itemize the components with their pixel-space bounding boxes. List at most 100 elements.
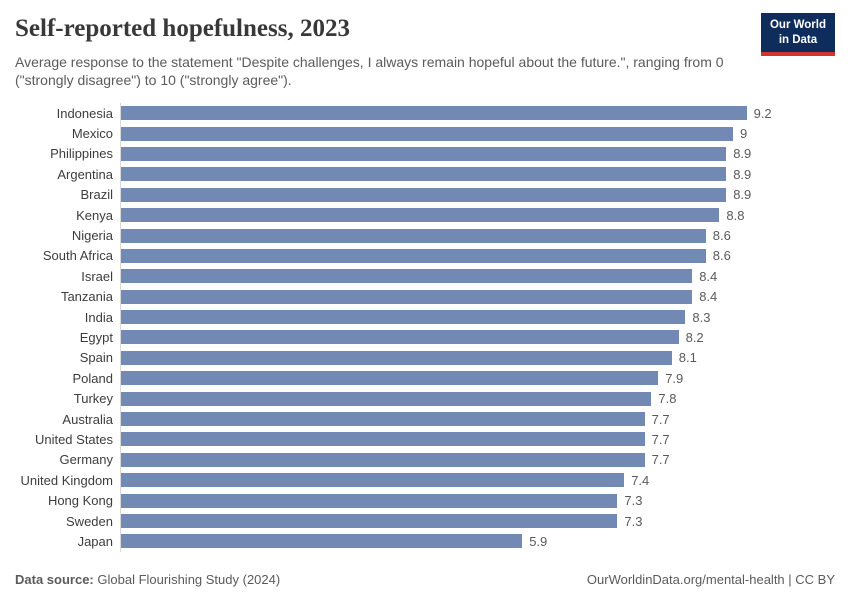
value-label: 8.4 bbox=[699, 268, 718, 284]
chart-bar-row: Turkey 7.8 bbox=[15, 388, 835, 408]
chart-bar-row: Mexico 9 bbox=[15, 123, 835, 143]
bar-track: 8.8 bbox=[120, 205, 835, 225]
bar[interactable] bbox=[121, 289, 693, 304]
bar[interactable] bbox=[121, 187, 727, 202]
country-label[interactable]: Tanzania bbox=[60, 289, 113, 305]
bar-track: 7.3 bbox=[120, 511, 835, 531]
owid-logo[interactable]: Our World in Data bbox=[760, 13, 835, 56]
bar[interactable] bbox=[121, 432, 645, 447]
data-source-note: Data source: Global Flourishing Study (2… bbox=[15, 572, 280, 587]
bar-track: 9.2 bbox=[120, 103, 835, 123]
value-label: 8.6 bbox=[712, 248, 731, 264]
value-label: 8.3 bbox=[692, 309, 711, 325]
chart-rows: Indonesia 9.2 Mexico 9 Philippines 8.9 Argenti… bbox=[15, 103, 835, 552]
country-label[interactable]: Israel bbox=[81, 268, 113, 284]
country-label[interactable]: India bbox=[84, 309, 113, 325]
country-label[interactable]: South Africa bbox=[42, 248, 113, 264]
value-label: 8.6 bbox=[712, 228, 731, 244]
bar[interactable] bbox=[121, 208, 720, 223]
value-label: 8.9 bbox=[733, 166, 752, 182]
country-label[interactable]: Egypt bbox=[79, 329, 113, 345]
bar-track: 5.9 bbox=[120, 531, 835, 551]
bar[interactable] bbox=[121, 126, 733, 141]
chart-bar-row: Spain 8.1 bbox=[15, 348, 835, 368]
country-label[interactable]: Australia bbox=[62, 411, 113, 427]
bar-track: 8.4 bbox=[120, 287, 835, 307]
bar[interactable] bbox=[121, 493, 618, 508]
bar-track: 8.2 bbox=[120, 327, 835, 347]
bar[interactable] bbox=[121, 146, 727, 161]
country-label[interactable]: Kenya bbox=[76, 207, 113, 223]
value-label: 8.8 bbox=[726, 207, 745, 223]
country-label[interactable]: Philippines bbox=[50, 146, 113, 162]
country-label[interactable]: United Kingdom bbox=[20, 472, 114, 488]
bar-track: 7.7 bbox=[120, 450, 835, 470]
chart-bar-row: Sweden 7.3 bbox=[15, 511, 835, 531]
bar[interactable] bbox=[121, 228, 706, 243]
value-label: 7.7 bbox=[651, 411, 670, 427]
bar-track: 8.9 bbox=[120, 144, 835, 164]
country-label[interactable]: Sweden bbox=[66, 513, 113, 529]
country-label[interactable]: Brazil bbox=[80, 187, 113, 203]
bar[interactable] bbox=[121, 248, 706, 263]
bar-track: 7.3 bbox=[120, 490, 835, 510]
country-label[interactable]: Japan bbox=[77, 533, 113, 549]
bar[interactable] bbox=[121, 350, 672, 365]
chart-bar-row: Nigeria 8.6 bbox=[15, 225, 835, 245]
bar[interactable] bbox=[121, 514, 618, 528]
chart-bar-row: United States 7.7 bbox=[15, 429, 835, 449]
chart-footer: Data source: Global Flourishing Study (2… bbox=[15, 572, 835, 587]
chart-header: Self-reported hopefulness, 2023 Average … bbox=[15, 15, 835, 90]
bar[interactable] bbox=[121, 452, 645, 467]
country-label[interactable]: Hong Kong bbox=[47, 493, 113, 509]
bar-track: 8.3 bbox=[120, 307, 835, 327]
chart-bar-row: Egypt 8.2 bbox=[15, 327, 835, 347]
value-label: 7.3 bbox=[624, 513, 643, 529]
value-label: 7.8 bbox=[658, 391, 677, 407]
country-label[interactable]: Argentina bbox=[57, 166, 113, 182]
chart-bar-row: Israel 8.4 bbox=[15, 266, 835, 286]
bar[interactable] bbox=[121, 330, 679, 345]
bar[interactable] bbox=[121, 534, 523, 549]
bar[interactable] bbox=[121, 106, 747, 121]
chart-bar-row: Tanzania 8.4 bbox=[15, 287, 835, 307]
bar[interactable] bbox=[121, 167, 727, 182]
country-label[interactable]: Turkey bbox=[73, 391, 113, 407]
value-label: 8.2 bbox=[685, 329, 704, 345]
attribution-link[interactable]: OurWorldinData.org/mental-health | CC BY bbox=[586, 572, 835, 587]
chart-subtitle: Average response to the statement "Despi… bbox=[15, 53, 724, 89]
bar[interactable] bbox=[121, 412, 645, 427]
bar-track: 9 bbox=[120, 123, 835, 143]
country-label[interactable]: Nigeria bbox=[71, 228, 113, 244]
chart-bar-row: Kenya 8.8 bbox=[15, 205, 835, 225]
country-label[interactable]: United States bbox=[34, 431, 113, 447]
chart-title: Self-reported hopefulness, 2023 bbox=[15, 15, 350, 42]
bar[interactable] bbox=[121, 310, 686, 325]
value-label: 7.3 bbox=[624, 493, 643, 509]
country-label[interactable]: Indonesia bbox=[56, 105, 113, 121]
value-label: 7.7 bbox=[651, 452, 670, 468]
value-label: 8.9 bbox=[733, 187, 752, 203]
value-label: 9.2 bbox=[753, 105, 772, 121]
bar-track: 8.4 bbox=[120, 266, 835, 286]
bar-track: 8.9 bbox=[120, 164, 835, 184]
chart-bar-row: Japan 5.9 bbox=[15, 531, 835, 551]
value-label: 7.4 bbox=[631, 472, 650, 488]
owid-logo-line1: Our World bbox=[769, 19, 826, 31]
country-label[interactable]: Mexico bbox=[71, 126, 113, 142]
country-label[interactable]: Spain bbox=[79, 350, 113, 366]
bar[interactable] bbox=[121, 473, 625, 488]
value-label: 7.7 bbox=[651, 431, 670, 447]
bar[interactable] bbox=[121, 371, 659, 386]
chart-bar-row: Brazil 8.9 bbox=[15, 185, 835, 205]
chart-bar-row: Poland 7.9 bbox=[15, 368, 835, 388]
value-label: 8.4 bbox=[699, 289, 718, 305]
data-source-value: Global Flourishing Study (2024) bbox=[97, 572, 281, 587]
country-label[interactable]: Poland bbox=[72, 370, 113, 386]
bar[interactable] bbox=[121, 269, 693, 284]
country-label[interactable]: Germany bbox=[59, 452, 113, 468]
bar[interactable] bbox=[121, 391, 652, 406]
bar-track: 7.7 bbox=[120, 429, 835, 449]
value-label: 7.9 bbox=[665, 370, 684, 386]
